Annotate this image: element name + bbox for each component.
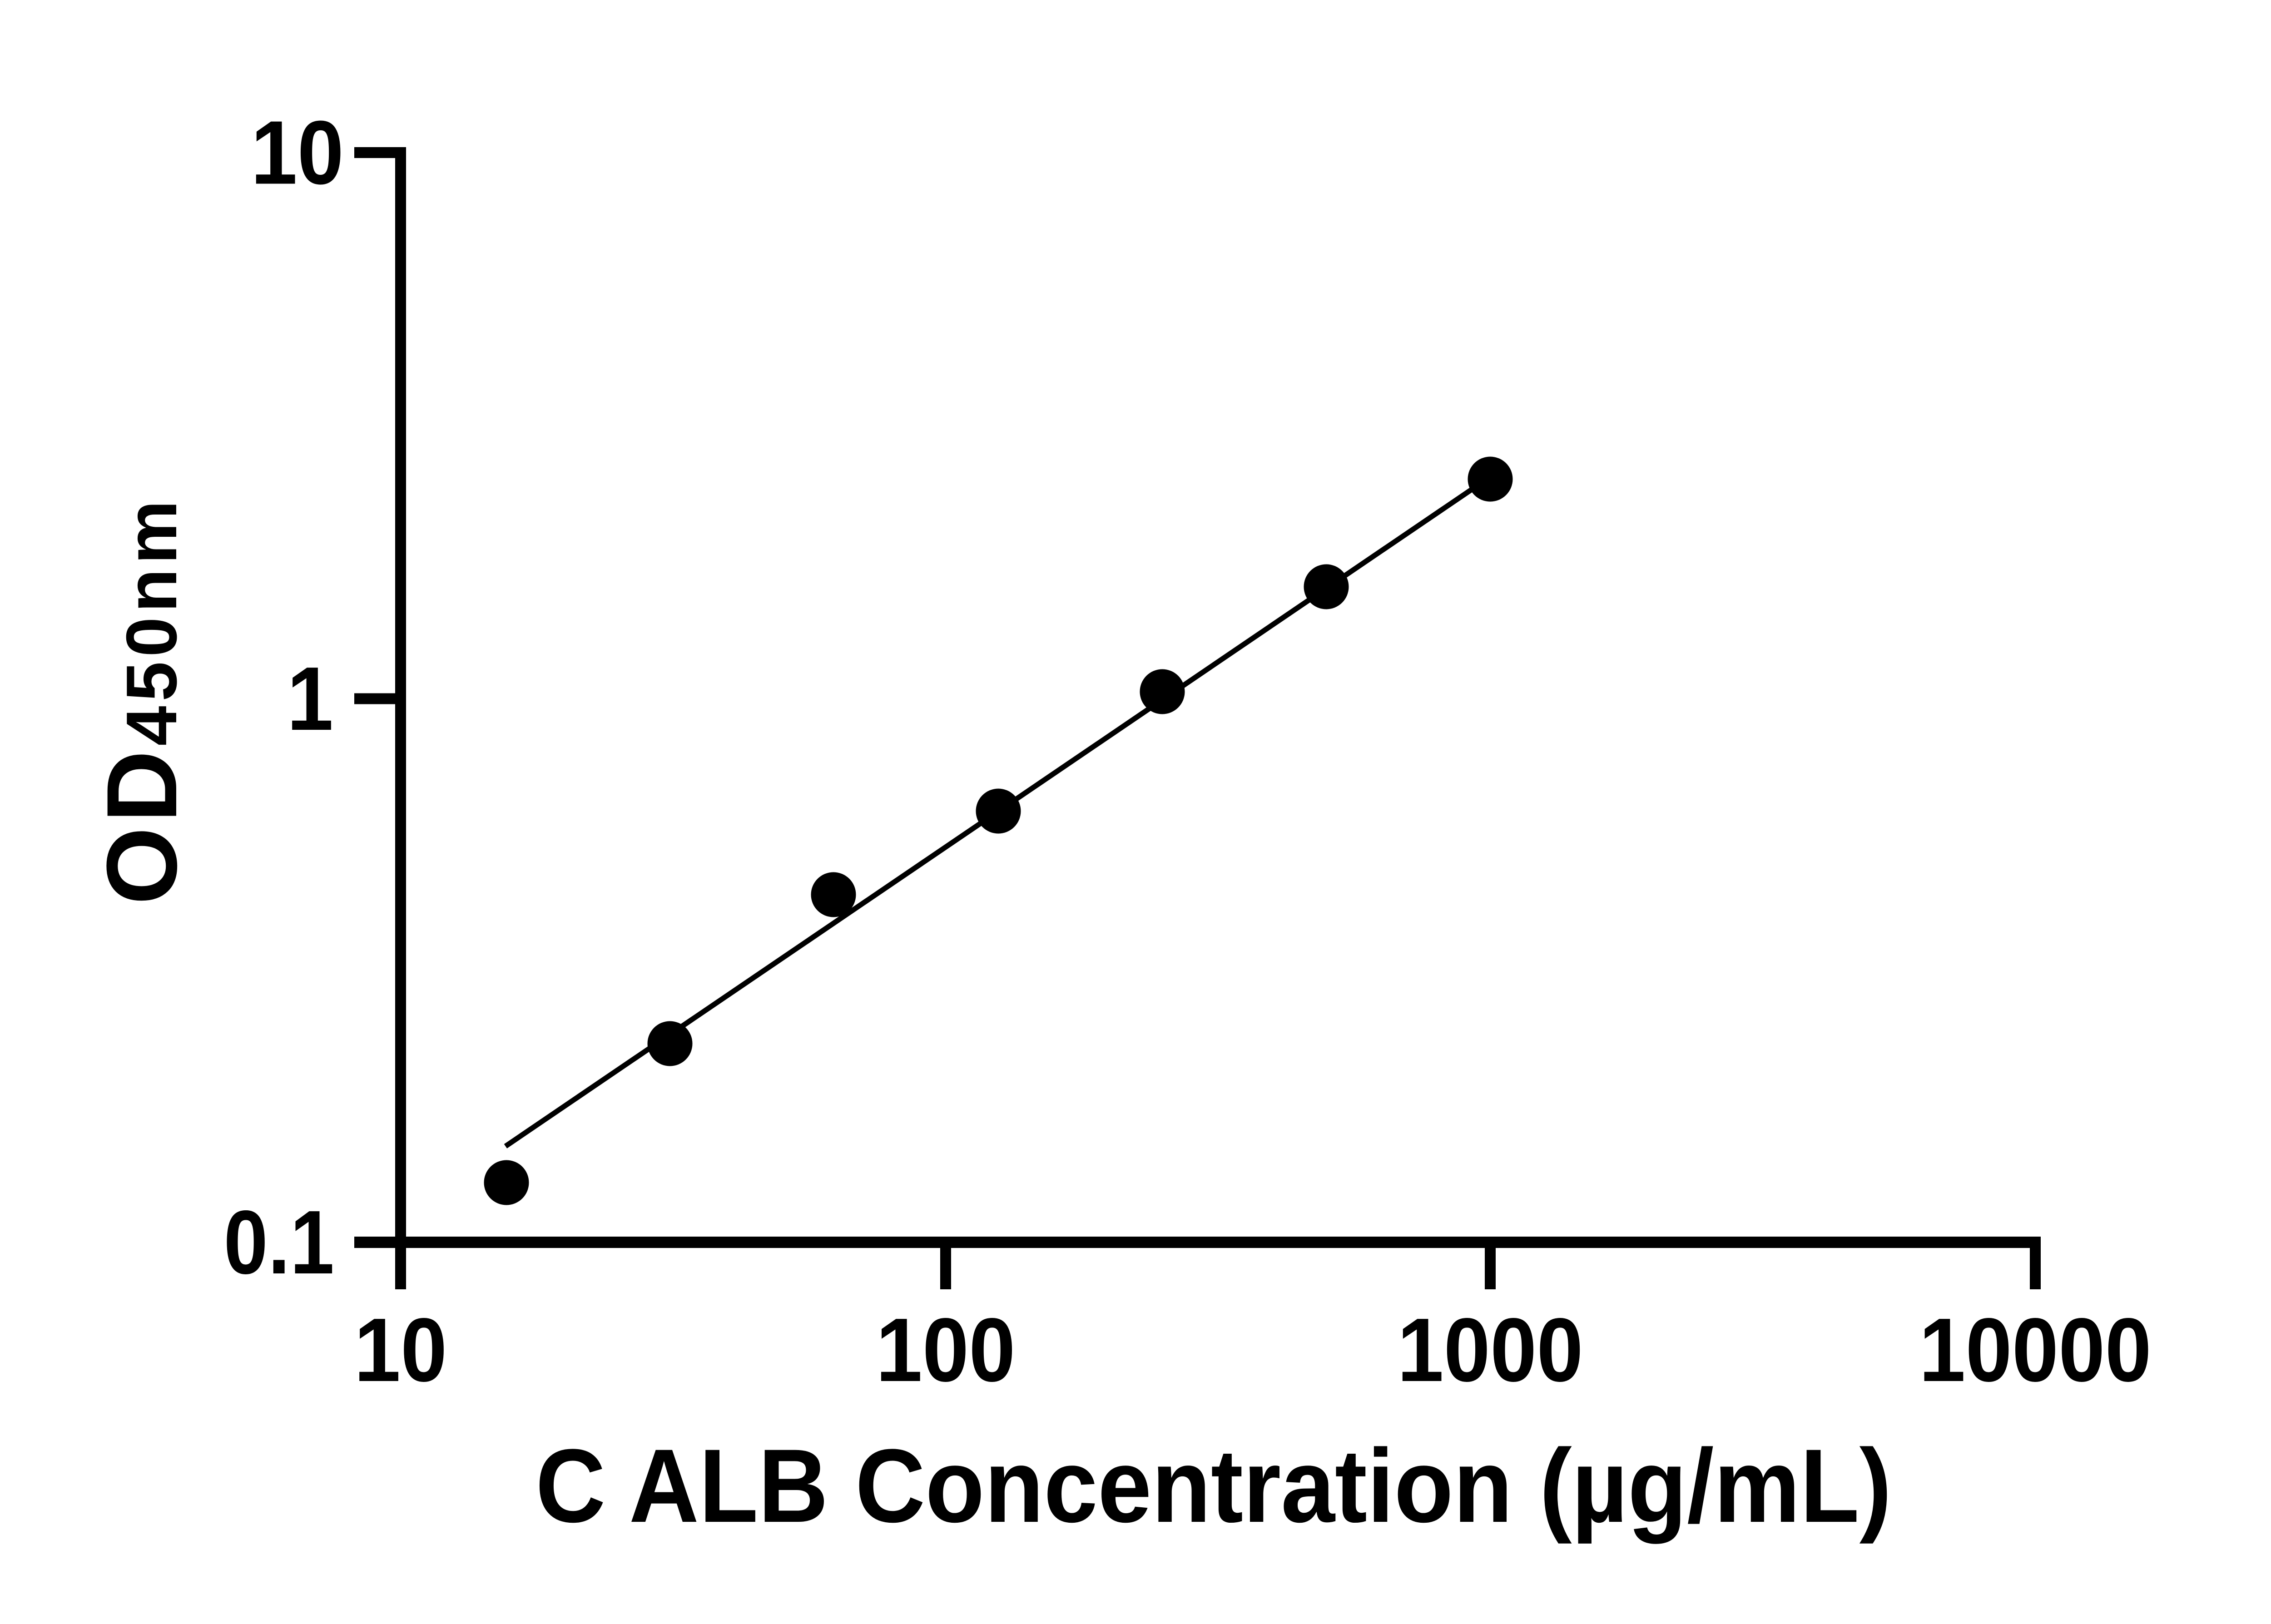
svg-text:10: 10 bbox=[251, 102, 344, 203]
svg-text:C ALB Concentration (µg/mL): C ALB Concentration (µg/mL) bbox=[536, 1428, 1892, 1545]
svg-text:10000: 10000 bbox=[1919, 1299, 2152, 1400]
svg-text:10: 10 bbox=[354, 1299, 447, 1400]
svg-text:1000: 1000 bbox=[1397, 1299, 1583, 1400]
svg-text:100: 100 bbox=[876, 1299, 1015, 1400]
svg-text:0.1: 0.1 bbox=[224, 1192, 334, 1293]
svg-text:1: 1 bbox=[287, 648, 333, 749]
